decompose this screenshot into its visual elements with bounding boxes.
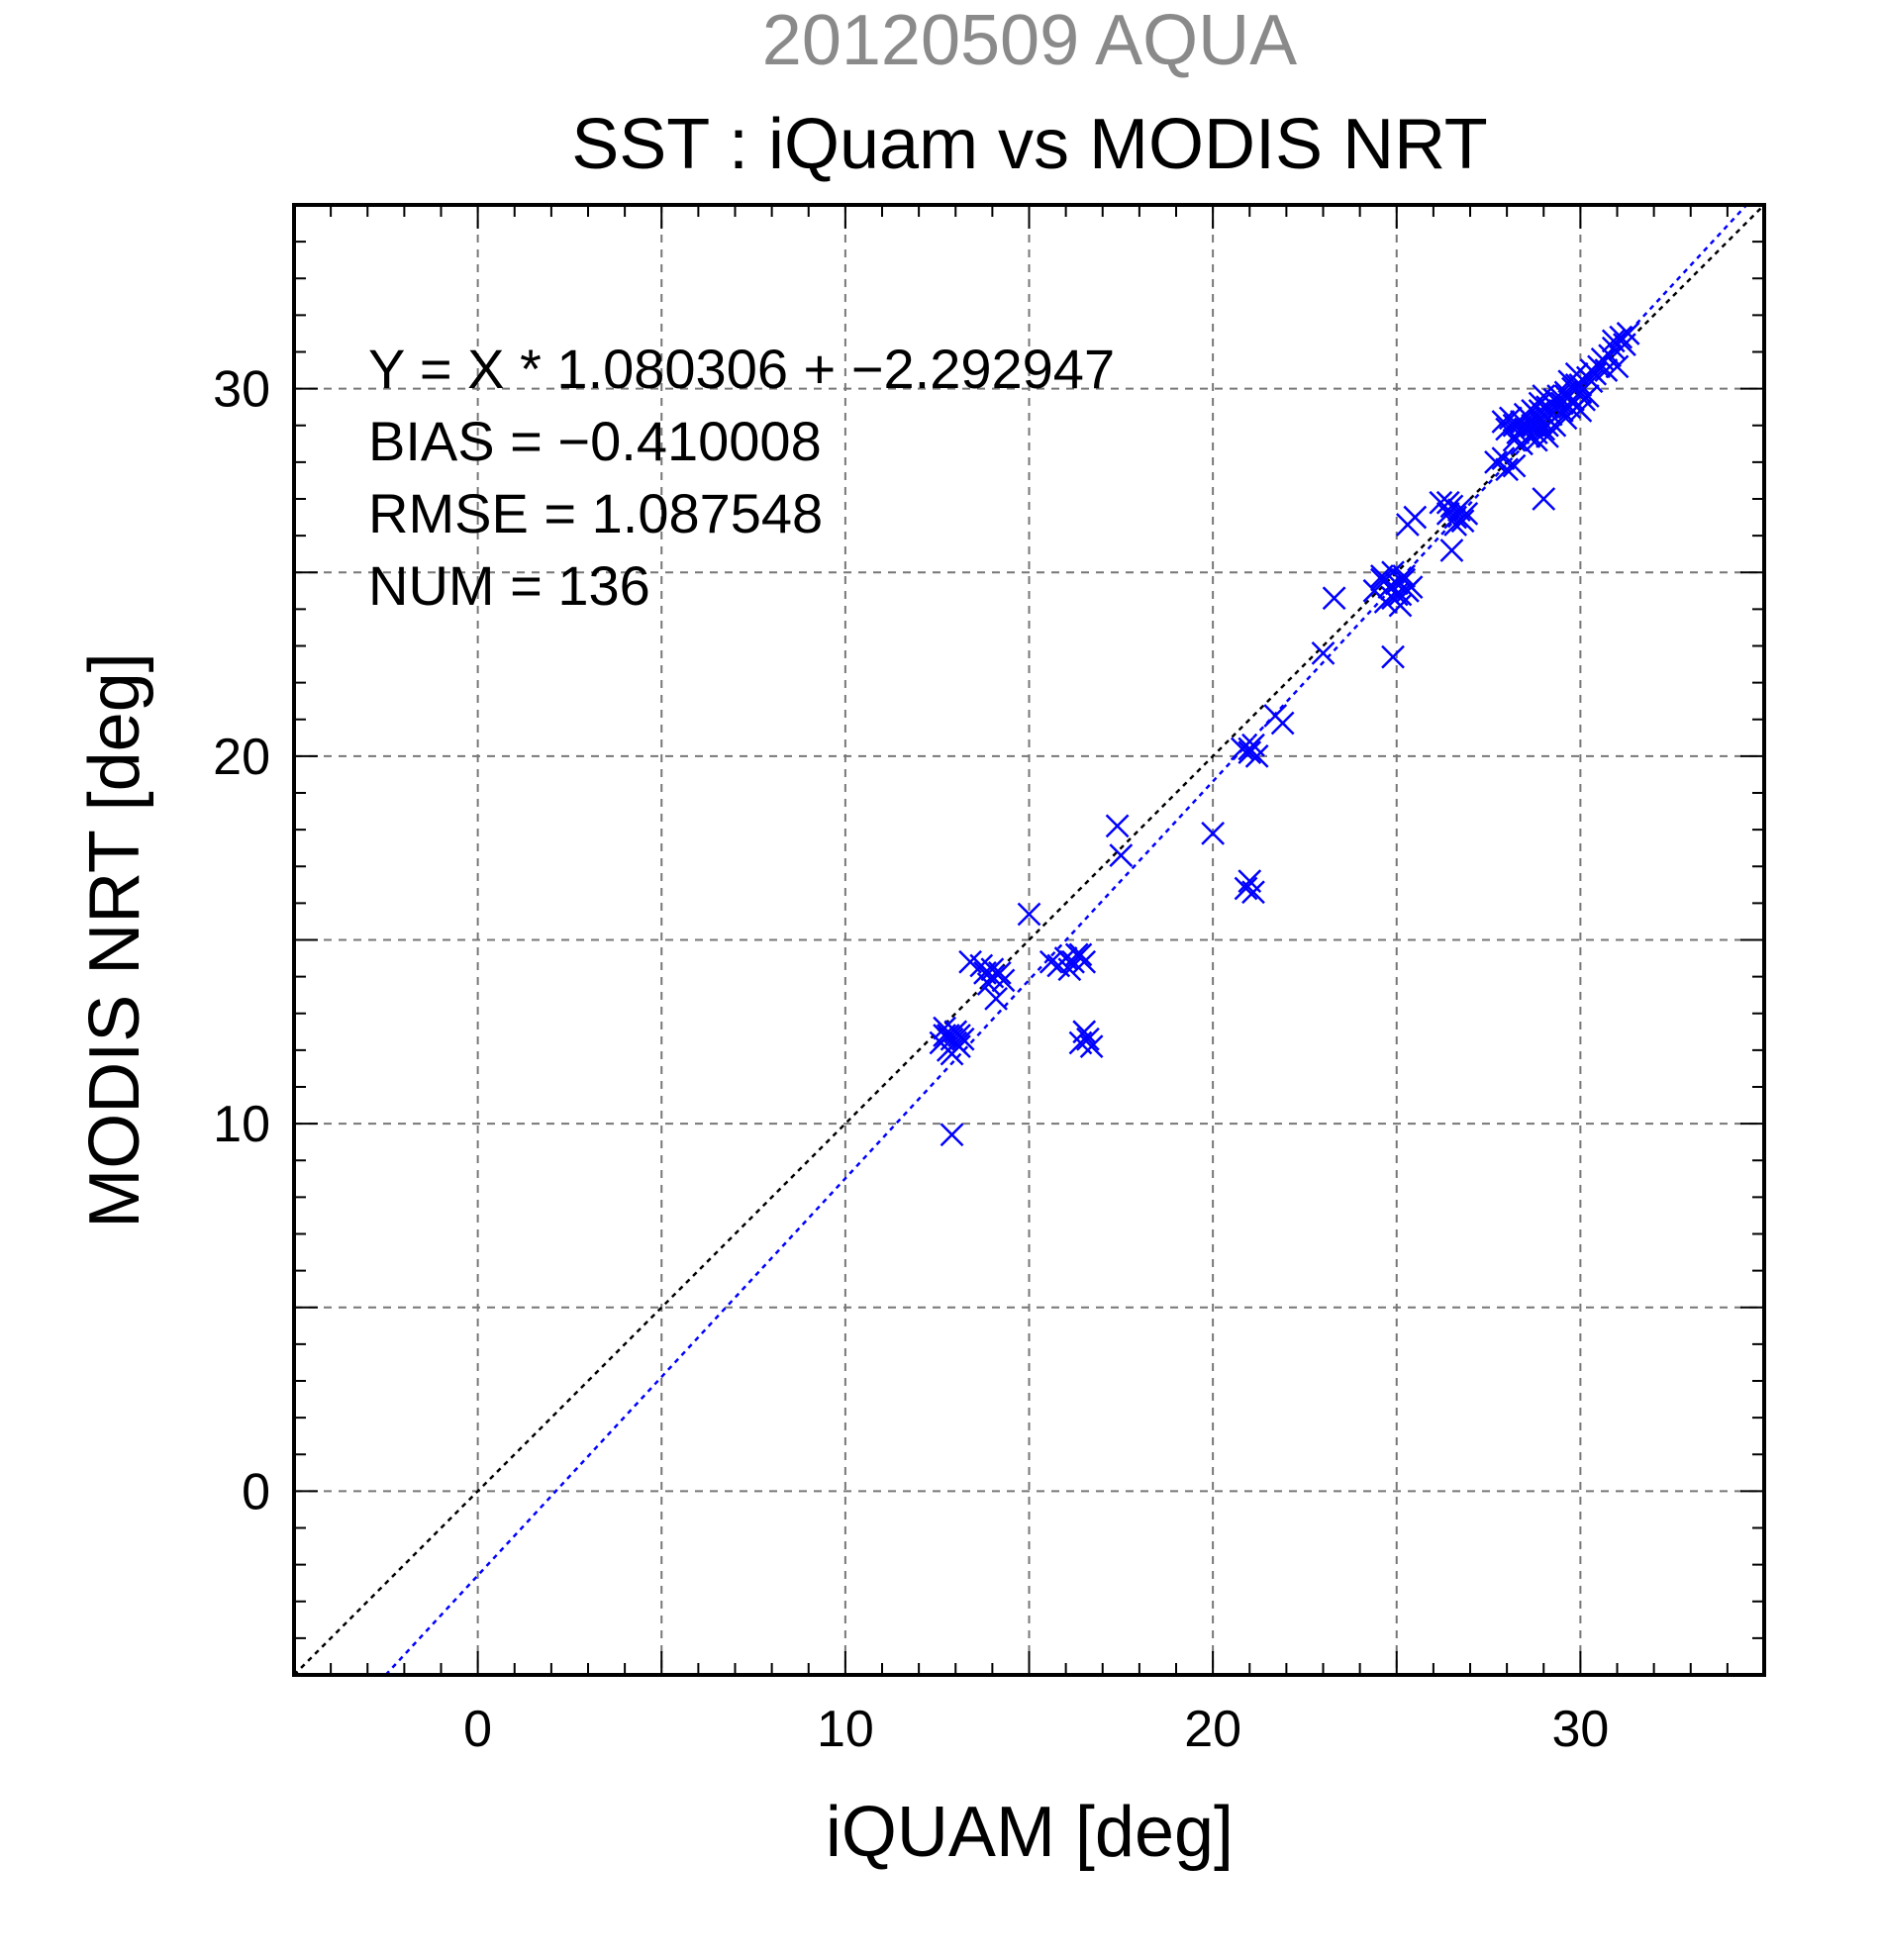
data-point-x-marker (1201, 821, 1226, 845)
reference-lines (293, 204, 1765, 1676)
stats-line-rmse: RMSE = 1.087548 (368, 482, 823, 544)
data-point-x-marker (1384, 582, 1409, 607)
stats-line-fit: Y = X * 1.080306 + −2.292947 (368, 338, 1115, 400)
data-point-x-marker (1579, 369, 1604, 394)
data-point-x-marker (1381, 644, 1405, 669)
data-point-x-marker (1436, 490, 1460, 515)
data-point-x-marker (1057, 957, 1082, 982)
grid-lines (294, 205, 1764, 1675)
data-point-x-marker (1238, 736, 1262, 761)
data-point-x-marker (940, 1123, 964, 1147)
data-point-x-marker (1528, 399, 1552, 423)
chart-supertitle: 20120509 AQUA (762, 1, 1297, 80)
data-point-x-marker (1076, 1027, 1100, 1051)
data-point-x-marker (980, 964, 1005, 989)
data-point-x-marker (1370, 564, 1394, 588)
stats-line-num: NUM = 136 (368, 554, 650, 617)
data-point-x-marker (984, 987, 1008, 1011)
data-point-x-marker (1388, 582, 1413, 607)
chart-title: SST : iQuam vs MODIS NRT (571, 105, 1488, 184)
stats-line-bias: BIAS = −0.410008 (368, 410, 822, 472)
y-tick-label: 30 (213, 361, 270, 419)
tick-labels: 0 10 20 30 0 10 20 30 (213, 361, 1609, 1758)
data-point-x-marker (1072, 1020, 1097, 1044)
data-point-x-marker (1238, 740, 1262, 765)
data-point-x-marker (1535, 413, 1559, 438)
data-point-x-marker (1564, 361, 1589, 386)
data-point-x-marker (1495, 457, 1520, 482)
data-point-x-marker (1450, 509, 1475, 534)
regression-fit-line (384, 204, 1748, 1676)
data-point-x-marker (1270, 711, 1295, 735)
x-axis-label: iQUAM [deg] (826, 1793, 1234, 1872)
data-point-x-marker (1311, 641, 1336, 665)
data-point-x-marker (1524, 428, 1548, 452)
data-point-x-marker (947, 1024, 971, 1047)
data-point-x-marker (1064, 942, 1089, 967)
x-tick-label: 20 (1184, 1701, 1241, 1758)
y-tick-label: 10 (213, 1096, 270, 1153)
y-axis-label: MODIS NRT [deg] (75, 652, 154, 1228)
data-point-x-marker (1532, 487, 1556, 511)
data-point-x-marker (1439, 539, 1464, 562)
data-point-x-marker (1553, 380, 1578, 405)
one-to-one-line (293, 204, 1765, 1676)
x-tick-label: 10 (817, 1701, 874, 1758)
data-point-x-marker (1542, 395, 1567, 420)
data-point-x-marker (1568, 399, 1593, 423)
plot-frame (292, 203, 1766, 1677)
data-point-x-marker (1443, 513, 1468, 537)
data-point-x-marker (1322, 586, 1346, 611)
data-point-x-marker (1017, 902, 1041, 927)
data-point-x-marker (1079, 1034, 1104, 1059)
data-point-x-marker (1609, 325, 1634, 349)
data-point-x-marker (1109, 843, 1134, 867)
data-point-x-marker (1616, 322, 1640, 345)
data-point-x-marker (1068, 942, 1093, 967)
data-point-x-marker (1502, 453, 1527, 478)
data-point-x-marker (1392, 567, 1417, 592)
stats-box: Y = X * 1.080306 + −2.292947 BIAS = −0.4… (368, 338, 1115, 617)
data-point-x-marker (936, 1024, 960, 1047)
data-point-x-marker (1510, 432, 1534, 456)
y-tick-label: 20 (213, 729, 270, 786)
data-point-x-marker (1373, 590, 1398, 614)
data-point-x-marker (1513, 402, 1537, 427)
data-point-x-marker (1105, 814, 1130, 838)
data-points (929, 322, 1640, 1147)
data-point-x-marker (1241, 880, 1265, 905)
data-point-x-marker (1484, 449, 1508, 474)
data-point-x-marker (1502, 428, 1527, 452)
data-point-x-marker (1234, 876, 1258, 901)
data-point-x-marker (1403, 505, 1428, 530)
data-point-x-marker (1564, 373, 1589, 397)
data-point-x-marker (1605, 354, 1630, 379)
x-tick-label: 0 (463, 1701, 492, 1758)
data-point-x-marker (973, 961, 997, 985)
y-tick-label: 0 (242, 1463, 270, 1520)
data-point-x-marker (1598, 343, 1622, 368)
data-point-x-marker (1039, 949, 1063, 974)
x-tick-label: 30 (1551, 1701, 1609, 1758)
data-point-x-marker (933, 1016, 956, 1040)
